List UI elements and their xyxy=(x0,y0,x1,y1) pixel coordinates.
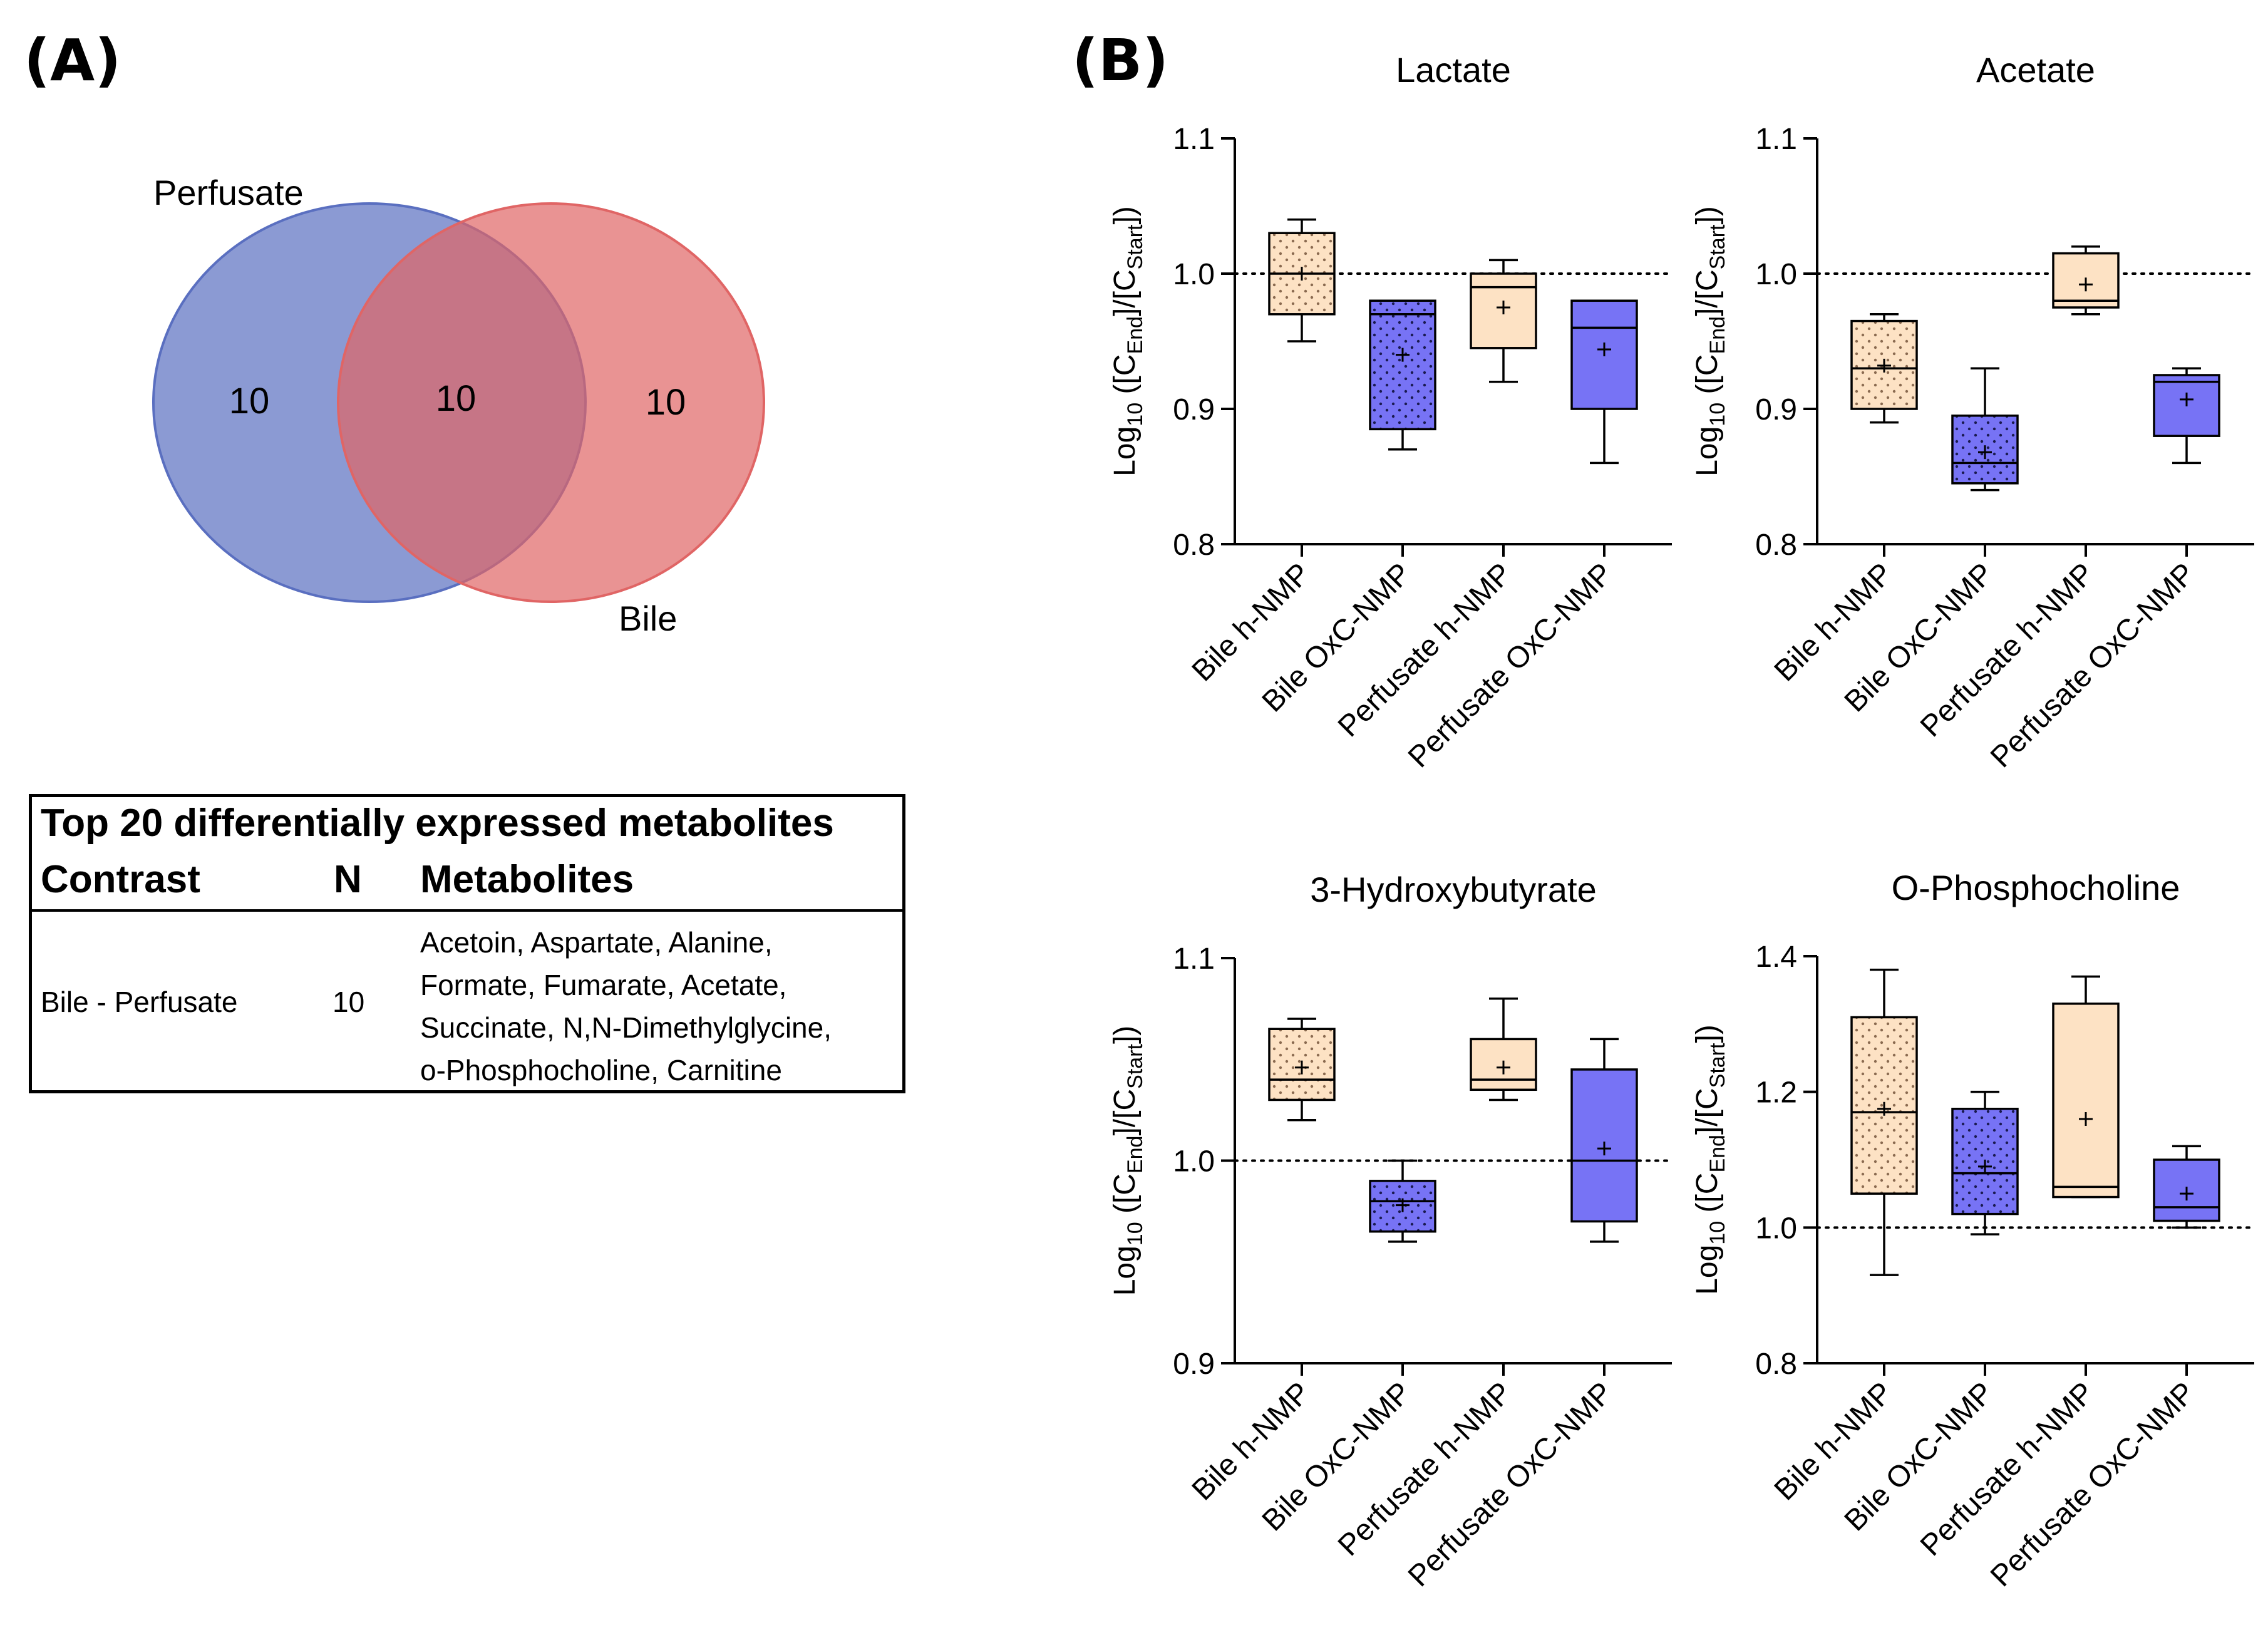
table-cell-n: 10 xyxy=(332,986,365,1018)
x-tick-label: Perfusate OxC-NMP xyxy=(1984,557,2202,774)
y-tick-label: 1.1 xyxy=(1173,123,1215,156)
table-header-n: N xyxy=(334,858,362,901)
y-tick-label: 0.9 xyxy=(1173,1348,1215,1381)
box-bile-h-nmp: Bile h-NMP xyxy=(1768,313,1918,688)
box-bile-h-nmp: Bile h-NMP xyxy=(1186,1018,1336,1507)
y-axis-label: Log10 ([CEnd]/[CStart]) xyxy=(1108,206,1147,477)
venn-diagram: Perfusate Bile 10 10 10 xyxy=(152,173,765,638)
box-plot-3-hydroxybutyrate: 3-Hydroxybutyrate Log10 ([CEnd]/[CStart])… xyxy=(1108,870,1673,1593)
metabolite-line: Succinate, N,N-Dimethylglycine, xyxy=(420,1011,832,1044)
venn-circle-bile xyxy=(337,202,765,603)
venn-count-perfusate-only: 10 xyxy=(229,381,270,421)
table-title: Top 20 differentially expressed metaboli… xyxy=(41,802,834,845)
x-tick-label: Perfusate OxC-NMP xyxy=(1984,1376,2202,1593)
box-perfusate-oxc-nmp: Perfusate OxC-NMP xyxy=(1984,1145,2220,1593)
x-tick-label: Perfusate h-NMP xyxy=(1914,557,2101,743)
metabolite-line: o-Phosphocholine, Carnitine xyxy=(420,1054,782,1086)
y-axis-label: Log10 ([CEnd]/[CStart]) xyxy=(1691,206,1729,477)
venn-label-perfusate: Perfusate xyxy=(153,173,304,212)
y-tick-label: 0.9 xyxy=(1173,393,1215,426)
y-tick-label: 1.0 xyxy=(1755,1212,1797,1245)
box-perfusate-oxc-nmp: Perfusate OxC-NMP xyxy=(1402,1038,1638,1593)
table-header-metabolites: Metabolites xyxy=(420,858,634,901)
y-tick-label: 0.9 xyxy=(1755,393,1797,426)
y-axis-label: Log10 ([CEnd]/[CStart]) xyxy=(1691,1024,1729,1295)
table-header-divider xyxy=(32,909,902,912)
y-tick-label: 0.8 xyxy=(1755,529,1797,562)
y-tick-label: 1.2 xyxy=(1755,1076,1797,1110)
y-tick-label: 1.0 xyxy=(1173,258,1215,291)
y-tick-label: 1.4 xyxy=(1755,941,1797,974)
x-tick-label: Perfusate h-NMP xyxy=(1332,557,1518,743)
table-cell-contrast: Bile - Perfusate xyxy=(41,986,238,1018)
venn-count-intersection: 10 xyxy=(436,378,477,419)
x-tick-label: Perfusate h-NMP xyxy=(1914,1376,2101,1562)
table-cell-metabolites: Acetoin, Aspartate, Alanine, Formate, Fu… xyxy=(420,921,902,1091)
y-axis-label: Log10 ([CEnd]/[CStart]) xyxy=(1108,1026,1147,1296)
venn-label-bile: Bile xyxy=(619,599,677,638)
y-tick-label: 0.8 xyxy=(1173,529,1215,562)
y-tick-label: 1.1 xyxy=(1755,123,1797,156)
table-header-contrast: Contrast xyxy=(41,858,200,901)
chart-title: Acetate xyxy=(1976,50,2095,90)
panel-a-label: (A) xyxy=(24,27,121,94)
metabolite-line: Acetoin, Aspartate, Alanine, xyxy=(420,926,773,959)
metabolite-line: Formate, Fumarate, Acetate, xyxy=(420,969,787,1001)
box-plot-lactate: Lactate Log10 ([CEnd]/[CStart]) 0.8 0.9 1.0 1… xyxy=(1108,50,1673,774)
box-body xyxy=(1369,299,1436,431)
chart-title: Lactate xyxy=(1396,50,1511,90)
metabolite-table: Top 20 differentially expressed metaboli… xyxy=(29,794,905,1093)
box-plot-grid: Lactate Log10 ([CEnd]/[CStart]) 0.8 0.9 1.0 1… xyxy=(1108,50,2255,1593)
x-tick-label: Perfusate OxC-NMP xyxy=(1402,557,1619,774)
x-tick-label: Perfusate OxC-NMP xyxy=(1402,1376,1619,1593)
chart-title: O-Phosphocholine xyxy=(1892,868,2180,907)
y-tick-label: 1.1 xyxy=(1173,942,1215,976)
box-perfusate-oxc-nmp: Perfusate OxC-NMP xyxy=(1402,299,1638,774)
y-tick-label: 0.8 xyxy=(1755,1348,1797,1381)
box-plot-acetate: Acetate Log10 ([CEnd]/[CStart]) 0.8 0.9 1.0 1… xyxy=(1691,50,2255,774)
panel-b-label: (B) xyxy=(1072,27,1168,94)
y-tick-label: 1.0 xyxy=(1755,258,1797,291)
box-perfusate-oxc-nmp: Perfusate OxC-NMP xyxy=(1984,367,2220,774)
venn-count-bile-only: 10 xyxy=(646,382,686,423)
box-plot-o-phosphocholine: O-Phosphocholine Log10 ([CEnd]/[CStart]) 0… xyxy=(1691,868,2255,1593)
chart-title: 3-Hydroxybutyrate xyxy=(1310,870,1597,909)
y-tick-label: 1.0 xyxy=(1173,1145,1215,1178)
box-body xyxy=(2052,1003,2120,1199)
x-tick-label: Perfusate h-NMP xyxy=(1332,1376,1518,1562)
